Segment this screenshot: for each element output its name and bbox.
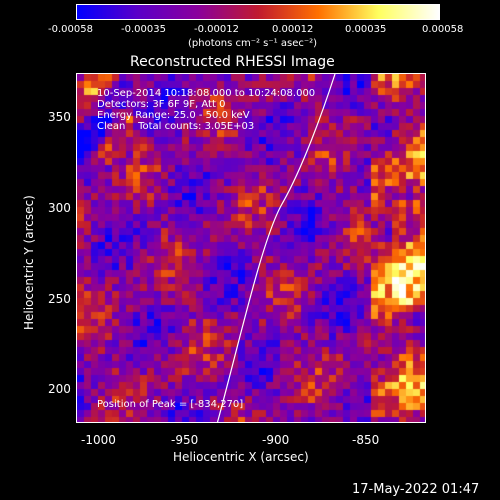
y-tick-label: 250	[48, 292, 71, 306]
limb-overlay	[216, 74, 336, 422]
x-tick-label: -950	[171, 433, 199, 447]
colorbar-tick: 0.00058	[422, 24, 464, 35]
colorbar-tick: -0.00058	[48, 24, 93, 35]
x-tick-label: -1000	[81, 433, 116, 447]
info-peak-position: Position of Peak = [-834,270]	[97, 399, 244, 410]
info-date-range: 10-Sep-2014 10:18:08.000 to 10:24:08.000	[97, 88, 316, 99]
info-detectors: Detectors: 3F 6F 9F, Att 0	[97, 99, 226, 110]
colorbar-tick: 0.00012	[272, 24, 314, 35]
rhessi-image-canvas	[77, 74, 425, 422]
timestamp: 17-May-2022 01:47	[352, 482, 480, 497]
colorbar	[76, 4, 440, 20]
y-tick-label: 350	[48, 110, 71, 124]
y-tick-label: 300	[48, 201, 71, 215]
x-axis-label: Heliocentric X (arcsec)	[173, 450, 309, 464]
colorbar-tick: -0.00035	[121, 24, 166, 35]
plot-title: Reconstructed RHESSI Image	[130, 54, 335, 70]
y-tick-label: 200	[48, 382, 71, 396]
colorbar-tick: 0.00035	[345, 24, 387, 35]
solar-limb-line	[216, 74, 336, 422]
image-plot: 10-Sep-2014 10:18:08.000 to 10:24:08.000…	[76, 73, 426, 423]
y-axis-label: Heliocentric Y (arcsec)	[22, 195, 36, 330]
info-energy-range: Energy Range: 25.0 - 50.0 keV	[97, 110, 250, 121]
x-tick-label: -850	[352, 433, 380, 447]
colorbar-units-label: (photons cm⁻² s⁻¹ asec⁻²)	[188, 38, 318, 49]
info-clean-counts: Clean Total counts: 3.05E+03	[97, 121, 255, 132]
colorbar-tick: -0.00012	[194, 24, 239, 35]
x-tick-label: -900	[262, 433, 290, 447]
